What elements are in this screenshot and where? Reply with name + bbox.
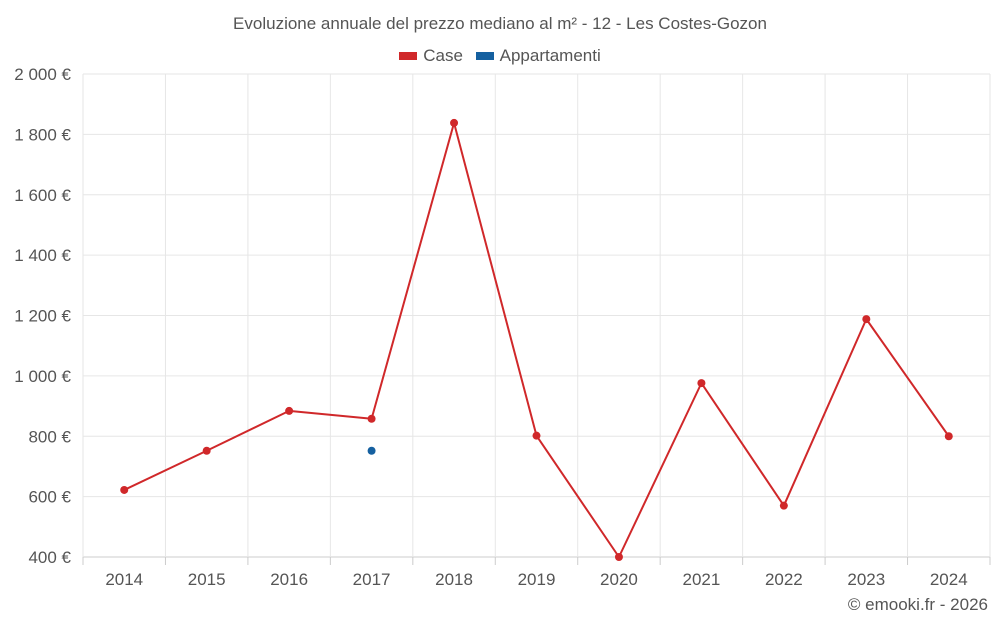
y-tick-label: 2 000 €: [14, 65, 71, 84]
data-point-appartamenti: [367, 446, 376, 455]
y-tick-label: 1 600 €: [14, 186, 71, 205]
x-tick-label: 2023: [847, 570, 885, 589]
legend-swatch-appartamenti: [475, 52, 494, 60]
x-tick-label: 2022: [765, 570, 803, 589]
x-tick-label: 2017: [353, 570, 391, 589]
data-point-case: [450, 118, 459, 127]
y-tick-label: 800 €: [28, 427, 71, 446]
x-tick-label: 2015: [188, 570, 226, 589]
x-tick-label: 2016: [270, 570, 308, 589]
data-point-case: [202, 446, 211, 455]
y-tick-label: 1 400 €: [14, 246, 71, 265]
credit-text: © emooki.fr - 2026: [847, 595, 988, 614]
x-tick-label: 2021: [682, 570, 720, 589]
data-point-case: [532, 431, 541, 440]
data-point-case: [862, 315, 871, 324]
legend-item-appartamenti[interactable]: Appartamenti: [475, 46, 601, 66]
y-tick-label: 600 €: [28, 488, 71, 507]
legend-label-case: Case: [423, 46, 463, 65]
chart-title: Evoluzione annuale del prezzo mediano al…: [233, 14, 767, 33]
legend-label-appartamenti: Appartamenti: [499, 46, 601, 65]
y-tick-label: 1 200 €: [14, 307, 71, 326]
x-tick-label: 2020: [600, 570, 638, 589]
y-tick-label: 1 800 €: [14, 125, 71, 144]
x-tick-label: 2014: [105, 570, 143, 589]
series-layer: [120, 118, 953, 561]
data-point-case: [697, 379, 706, 388]
data-point-case: [779, 501, 788, 510]
legend-swatch-case: [399, 52, 418, 60]
data-point-case: [285, 406, 294, 415]
x-tick-label: 2019: [518, 570, 556, 589]
axis-layer: 400 € 600 € 800 € 1 000 € 1 200 € 1 400 € 1 60…: [14, 65, 991, 589]
legend-item-case[interactable]: Case: [399, 46, 463, 66]
data-point-case: [120, 485, 129, 494]
y-tick-label: 400 €: [28, 548, 71, 567]
data-point-case: [614, 553, 623, 561]
data-point-case: [944, 432, 953, 441]
x-tick-label: 2024: [930, 570, 968, 589]
y-tick-label: 1 000 €: [14, 367, 71, 386]
data-point-case: [367, 414, 376, 423]
x-tick-label: 2018: [435, 570, 473, 589]
grid-layer: [82, 73, 991, 558]
chart-legend: Case Appartamenti: [0, 45, 1000, 66]
